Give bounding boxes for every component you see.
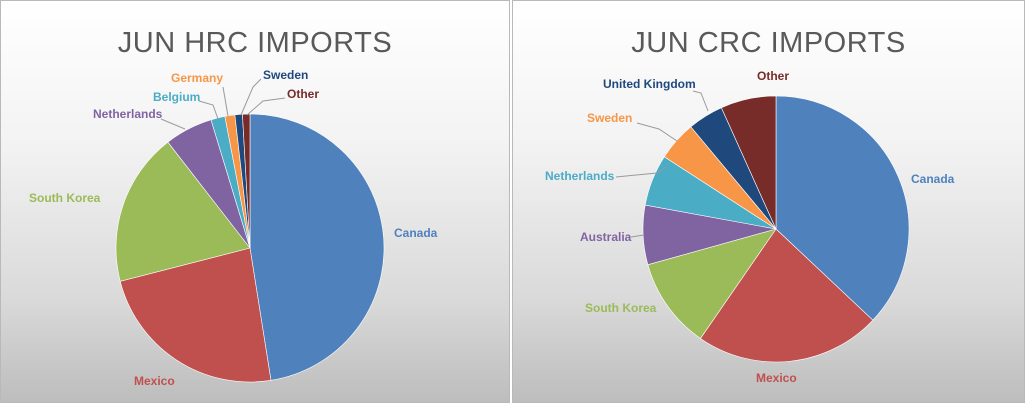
leader-line-belgium: [198, 100, 219, 120]
data-label-south-korea: South Korea: [585, 301, 657, 315]
crc-pie-chart: Canada Mexico South Korea Australia Netherla…: [545, 69, 955, 385]
leader-line-netherlands: [615, 166, 667, 178]
chart-title: JUN CRC IMPORTS: [631, 27, 906, 59]
data-label-australia: Australia: [580, 230, 632, 244]
data-label-mexico: Mexico: [756, 371, 797, 385]
pie-slice-south-korea: [647, 228, 777, 339]
hrc-pie-chart: Canada Mexico South Korea Netherlands Belgiu…: [29, 68, 438, 388]
pie-slice-canada: [775, 95, 910, 321]
data-label-other: Other: [757, 69, 789, 83]
pie-slice-canada: [249, 113, 385, 381]
crc-chart-panel: JUN CRC IMPORTS Canada Mexico South Korea A…: [512, 0, 1025, 403]
chart-title: JUN HRC IMPORTS: [117, 27, 393, 59]
pie-slice-mexico: [700, 228, 874, 363]
data-label-sweden: Sweden: [263, 68, 308, 82]
leader-line-sweden: [240, 78, 262, 116]
data-label-united-kingdom: United Kingdom: [603, 77, 696, 91]
data-label-canada: Canada: [394, 226, 438, 240]
data-label-other: Other: [287, 87, 319, 101]
leader-line-netherlands: [160, 118, 186, 130]
data-label-belgium: Belgium: [153, 90, 200, 104]
data-label-netherlands: Netherlands: [93, 107, 163, 121]
pie-slice-other: [721, 95, 777, 230]
data-label-netherlands: Netherlands: [545, 169, 615, 183]
pie-slice-other: [242, 113, 251, 249]
data-label-south-korea: South Korea: [29, 191, 101, 205]
leader-line-germany: [222, 86, 229, 117]
pie-slice-south-korea: [115, 141, 251, 282]
pie-slice-mexico: [119, 247, 272, 383]
leader-line-australia: [630, 234, 645, 238]
data-label-sweden: Sweden: [587, 111, 632, 125]
leader-line-united-kingdom: [692, 90, 709, 112]
data-label-canada: Canada: [911, 172, 955, 186]
leader-line-other: [246, 97, 286, 116]
data-label-mexico: Mexico: [134, 374, 175, 388]
data-label-germany: Germany: [171, 71, 223, 85]
hrc-chart-panel: JUN HRC IMPORTS Canada Mexico South Korea N…: [0, 0, 510, 403]
leader-line-sweden: [636, 122, 678, 142]
